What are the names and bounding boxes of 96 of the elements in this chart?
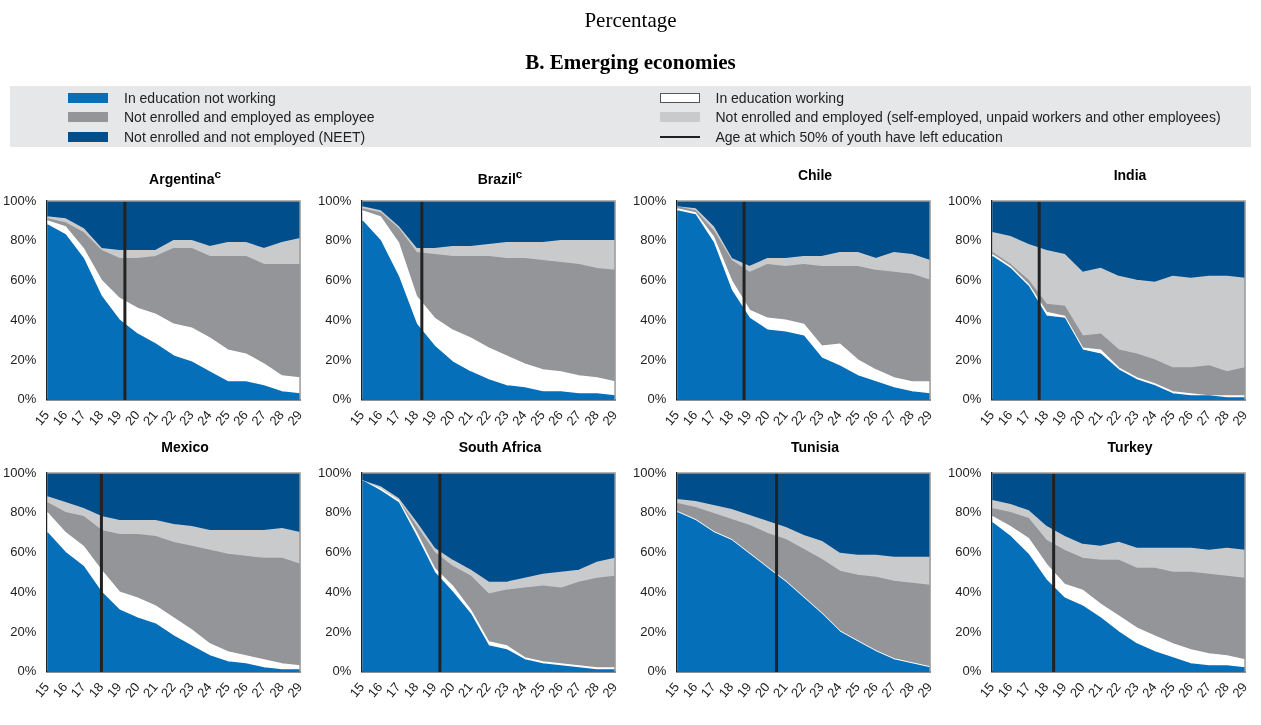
chart-title: Mexico [160,439,210,457]
y-tick-label: 80% [325,232,352,248]
y-tick-label: 20% [10,623,37,639]
chart-title: Brazil$^{c}$ [476,167,524,187]
x-tick-label: 26 [860,679,881,701]
y-tick-label: 20% [640,351,667,367]
y-tick-label: 40% [640,311,667,327]
x-tick-label: 26 [1175,407,1196,429]
y-tick-label: 60% [10,544,37,560]
y-tick-label: 60% [325,272,352,288]
x-tick-label: 24 [1139,679,1160,701]
legend-label: Not enrolled and employed as employee [124,109,375,126]
y-tick-label: 0% [17,391,37,407]
y-tick-label: 60% [640,544,667,560]
x-tick-label: 27 [878,407,899,429]
chart-title: India [1112,167,1148,185]
legend-label: Not enrolled and employed (self-employed, unpaid workers and other employees) [715,109,1221,126]
y-tick-label: 0% [647,391,667,407]
y-tick-label: 60% [955,272,982,288]
y-tick-label: 100% [3,464,37,480]
y-tick-label: 80% [10,504,37,520]
y-tick-label: 0% [962,663,982,679]
y-tick-label: 0% [647,663,667,679]
legend-label: Not enrolled and not employed (NEET) [124,128,366,145]
chart-title: Argentina$^{c}$ [148,167,222,187]
y-tick-label: 80% [640,504,667,520]
y-tick-label: 40% [325,583,352,599]
y-tick-label: 100% [3,192,37,208]
x-tick-label: 27 [563,407,584,429]
x-tick-label: 25 [527,679,548,701]
y-tick-label: 0% [962,391,982,407]
x-tick-label: 26 [230,407,251,429]
x-tick-label: 25 [842,407,863,429]
x-tick-label: 24 [509,407,530,429]
y-tick-label: 40% [955,583,982,599]
y-tick-label: 60% [325,544,352,560]
y-tick-label: 60% [640,272,667,288]
y-tick-label: 80% [640,232,667,248]
y-tick-label: 40% [325,311,352,327]
y-tick-label: 60% [955,544,982,560]
x-tick-label: 24 [194,407,215,429]
x-tick-label: 26 [860,407,881,429]
y-tick-label: 20% [10,351,37,367]
x-tick-label: 27 [1193,407,1214,429]
y-tick-label: 40% [10,583,37,599]
chart-title: Chile [796,167,834,185]
y-tick-label: 20% [955,351,982,367]
y-tick-label: 80% [325,504,352,520]
y-tick-label: 100% [318,464,352,480]
y-tick-label: 0% [332,663,352,679]
text: B. Emerging economies [524,49,737,76]
legend-label: Age at which 50% of youth have left education [715,128,1003,145]
x-tick-label: 25 [212,679,233,701]
y-tick-label: 100% [948,192,982,208]
y-tick-label: 0% [332,391,352,407]
y-tick-label: 20% [955,623,982,639]
x-tick-label: 27 [1193,679,1214,701]
x-tick-label: 26 [545,407,566,429]
y-tick-label: 0% [17,663,37,679]
x-tick-label: 26 [1175,679,1196,701]
y-tick-label: 80% [955,232,982,248]
x-tick-label: 25 [842,679,863,701]
y-tick-label: 60% [10,272,37,288]
x-tick-label: 25 [1157,407,1178,429]
x-tick-label: 26 [545,679,566,701]
x-tick-label: 27 [878,679,899,701]
x-tick-label: 27 [248,407,269,429]
y-tick-label: 40% [10,311,37,327]
chart-title: South Africa [457,439,543,457]
chart-title: Turkey [1106,439,1154,457]
y-tick-label: 100% [948,464,982,480]
y-tick-label: 20% [325,623,352,639]
x-tick-label: 27 [248,679,269,701]
x-tick-label: 24 [824,407,845,429]
y-tick-label: 40% [955,311,982,327]
y-tick-label: 40% [640,583,667,599]
y-tick-label: 100% [633,192,667,208]
y-tick-label: 80% [955,504,982,520]
y-tick-label: 20% [640,623,667,639]
x-tick-label: 25 [212,407,233,429]
y-tick-label: 100% [633,464,667,480]
y-tick-label: 20% [325,351,352,367]
legend-label: In education working [715,89,844,106]
x-tick-label: 27 [563,679,584,701]
chart-title: Tunisia [790,439,840,457]
legend-label: In education not working [124,89,276,106]
x-tick-label: 25 [1157,679,1178,701]
text: Percentage [583,7,678,34]
x-tick-label: 25 [527,407,548,429]
y-tick-label: 80% [10,232,37,248]
y-tick-label: 100% [318,192,352,208]
x-tick-label: 24 [194,679,215,701]
x-tick-label: 24 [1139,407,1160,429]
x-tick-label: 26 [230,679,251,701]
x-tick-label: 24 [824,679,845,701]
x-tick-label: 24 [509,679,530,701]
